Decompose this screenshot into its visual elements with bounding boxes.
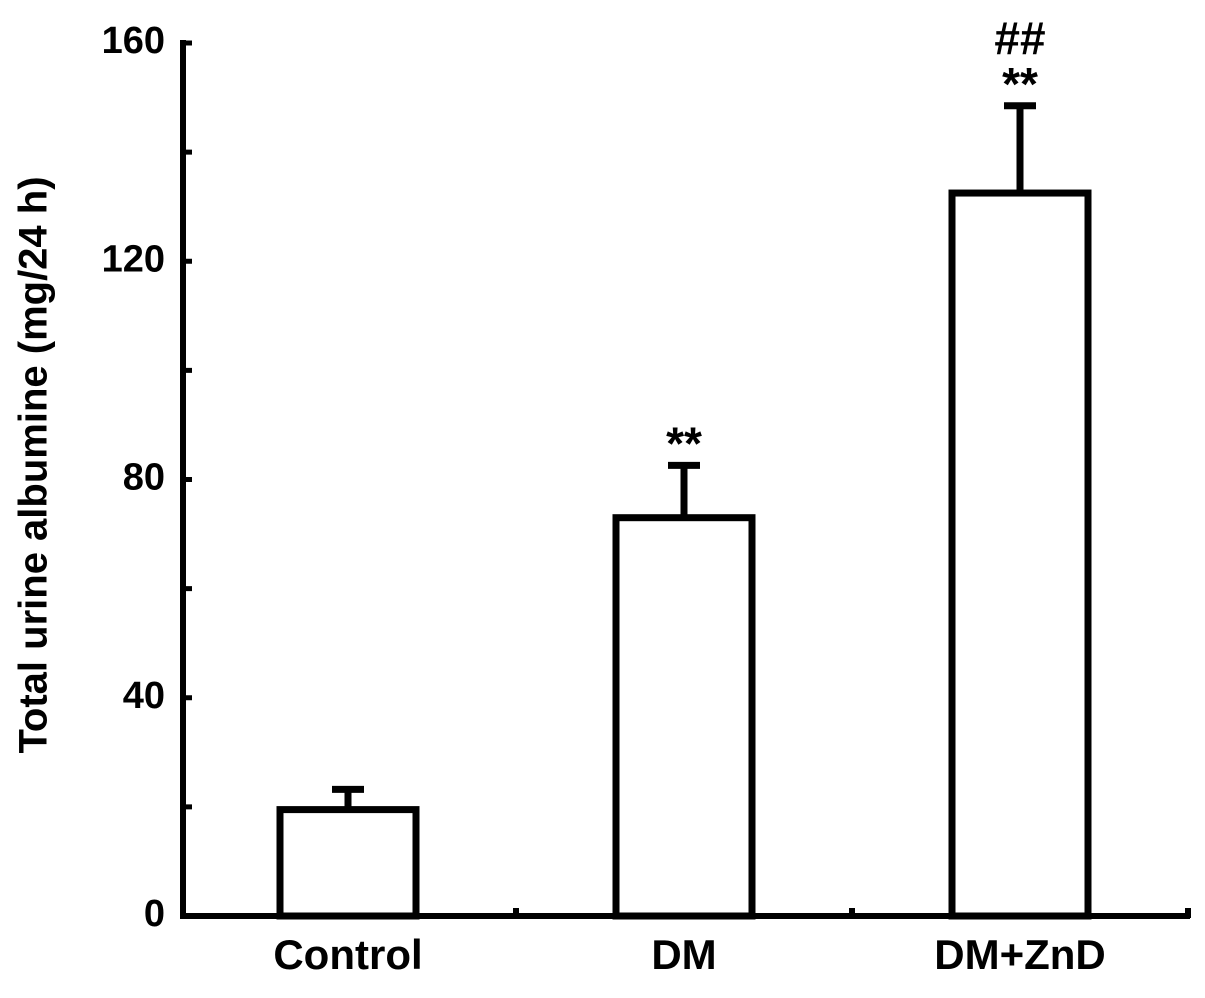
bar [276, 806, 420, 920]
annotation: ## [994, 12, 1045, 64]
y-tick-label: 160 [102, 20, 165, 62]
y-tick-label: 0 [144, 893, 165, 935]
y-tick-label: 40 [123, 675, 165, 717]
annotation: ** [666, 417, 702, 469]
y-tick-label: 120 [102, 238, 165, 280]
y-tick-label: 80 [123, 457, 165, 499]
bar [612, 514, 756, 920]
x-tick-label: DM+ZnD [934, 931, 1106, 978]
annotation: ** [1002, 58, 1038, 110]
y-axis-label: Total urine albumine (mg/24 h) [12, 176, 56, 753]
x-tick-label: DM [651, 931, 716, 978]
x-tick-label: Control [273, 931, 422, 978]
bar [948, 189, 1092, 920]
